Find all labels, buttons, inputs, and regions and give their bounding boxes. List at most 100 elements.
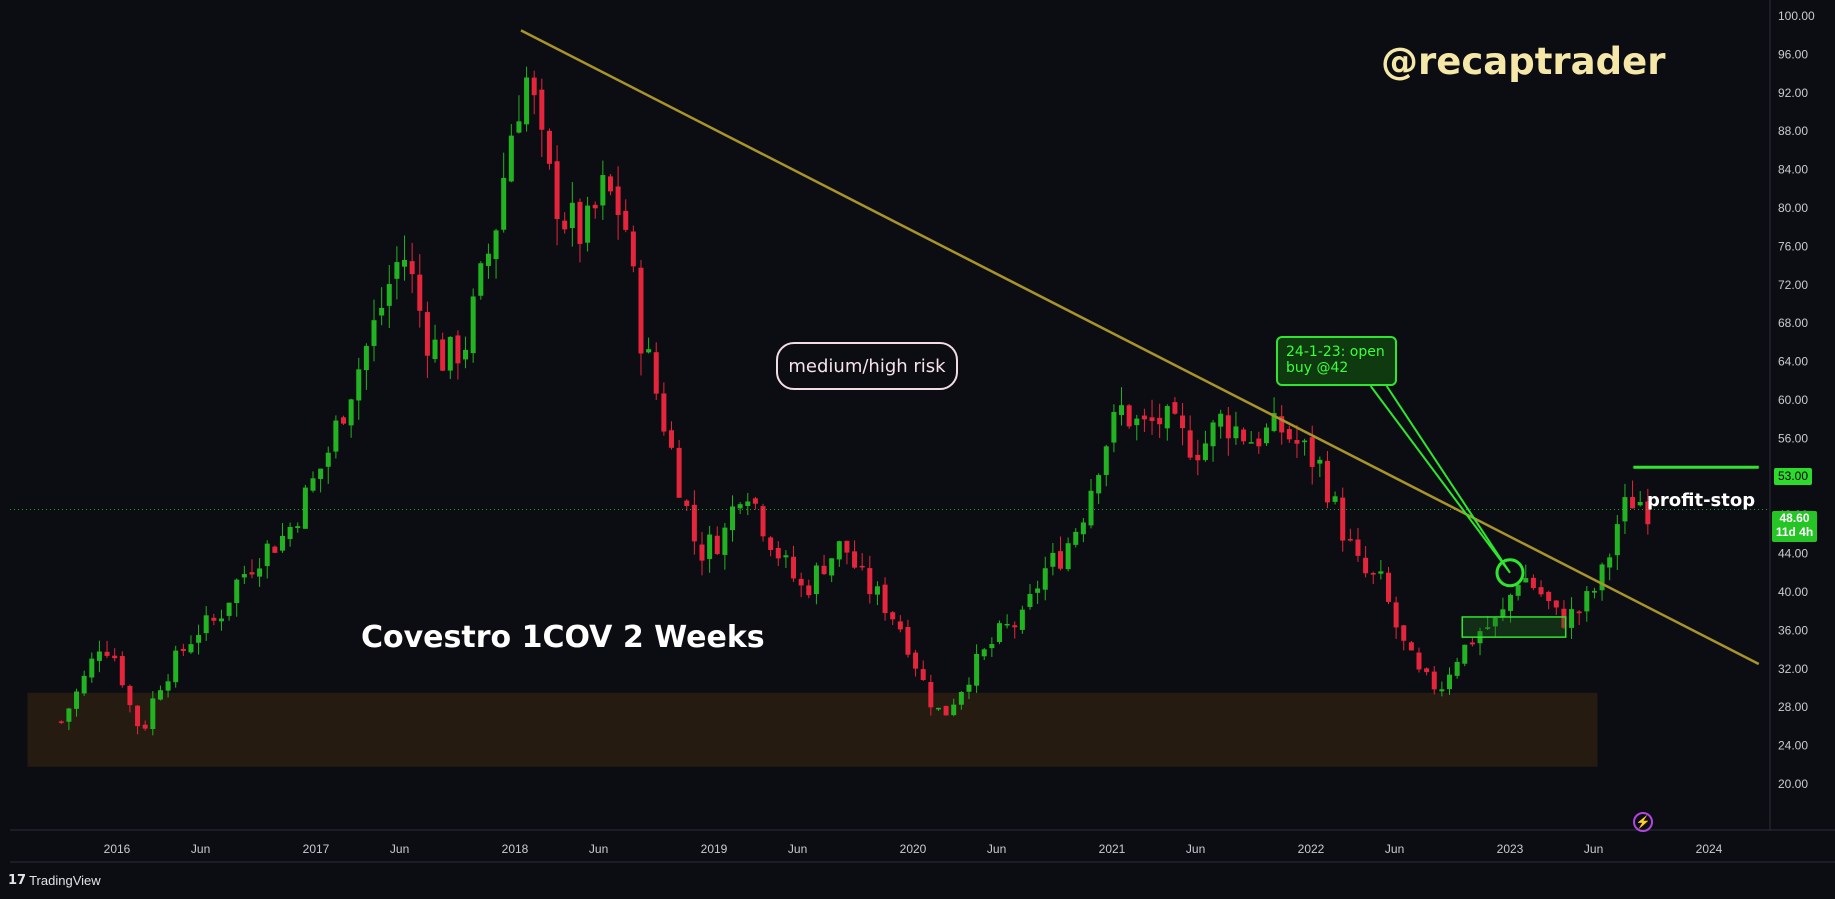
candle-down — [1431, 671, 1437, 690]
candle-down — [890, 612, 896, 620]
y-tick-label: 64.00 — [1778, 355, 1808, 369]
candle-down — [905, 626, 911, 655]
x-tick-label: Jun — [191, 842, 210, 856]
candle-down — [1347, 539, 1353, 541]
x-tick-label: Jun — [1584, 842, 1603, 856]
candle-up — [1065, 543, 1071, 570]
price-axis[interactable]: 100.00 96.00 92.00 88.00 84.00 80.00 76.00 72.0… — [1778, 9, 1815, 791]
candle-down — [607, 176, 613, 192]
candle-down — [760, 506, 766, 537]
candle-up — [1073, 531, 1079, 545]
candle-up — [1027, 594, 1033, 607]
candle-down — [623, 210, 629, 230]
risk-annotation[interactable]: medium/high risk — [776, 342, 958, 390]
lightning-icon[interactable]: ⚡ — [1633, 812, 1653, 832]
candle-up — [585, 205, 591, 243]
candle-down — [1546, 591, 1552, 602]
y-tick-label: 20.00 — [1778, 777, 1808, 791]
candle-down — [897, 621, 903, 630]
candle-up — [318, 468, 324, 479]
candle-down — [913, 652, 919, 669]
candle-up — [935, 707, 941, 710]
candle-down — [104, 651, 110, 656]
candle-down — [119, 656, 125, 686]
candle-up — [1378, 571, 1384, 574]
time-axis[interactable]: 2016 Jun 2017 Jun 2018 Jun 2019 Jun 2020 Jun 2021 J… — [104, 842, 1723, 856]
candle-up — [646, 349, 652, 353]
candle-up — [1248, 442, 1254, 444]
profit-stop-label[interactable]: profit-stop — [1647, 490, 1756, 511]
candle-down — [531, 77, 537, 96]
candle-down — [1256, 438, 1262, 447]
candle-up — [836, 541, 842, 560]
downtrend-line — [520, 29, 1760, 666]
x-tick-label: 2021 — [1099, 842, 1126, 856]
candle-down — [676, 447, 682, 498]
candle-down — [1012, 625, 1018, 628]
candle-down — [455, 335, 461, 364]
candle-down — [638, 267, 644, 354]
candle-up — [173, 650, 179, 683]
candle-up — [569, 202, 575, 229]
y-tick-label: 60.00 — [1778, 393, 1808, 407]
candle-down — [417, 274, 423, 311]
candle-down — [1363, 557, 1369, 574]
candle-up — [1508, 594, 1514, 611]
candle-down — [1424, 668, 1430, 673]
candle-down — [1279, 416, 1285, 433]
candle-down — [1058, 551, 1064, 569]
candle-up — [402, 259, 408, 267]
candle-up — [707, 534, 713, 559]
x-tick-label: Jun — [1385, 842, 1404, 856]
candle-up — [157, 690, 163, 700]
candle-down — [1309, 437, 1315, 467]
candle-up — [1622, 497, 1628, 522]
candle-up — [470, 296, 476, 354]
candle-down — [135, 705, 141, 727]
candle-up — [1271, 413, 1277, 431]
candle-up — [234, 579, 240, 604]
tradingview-logo[interactable]: 17 TradingView — [8, 873, 101, 888]
candle-up — [501, 177, 507, 230]
candle-up — [1462, 644, 1468, 664]
candle-down — [1576, 611, 1582, 614]
y-tick-label: 92.00 — [1778, 86, 1808, 100]
candle-down — [424, 312, 430, 356]
candle-down — [791, 556, 797, 579]
candle-up — [1004, 623, 1010, 626]
candle-up — [81, 675, 87, 694]
candle-down — [409, 261, 415, 275]
candle-up — [1119, 405, 1125, 416]
target-price-tag: 53.00 — [1774, 468, 1812, 485]
candle-up — [1523, 578, 1529, 583]
candle-up — [1599, 564, 1605, 591]
candle-down — [615, 186, 621, 215]
candle-up — [1454, 661, 1460, 676]
candle-up — [1591, 590, 1597, 593]
candle-down — [867, 568, 873, 595]
y-tick-label: 68.00 — [1778, 316, 1808, 330]
y-tick-label: 28.00 — [1778, 700, 1808, 714]
candle-up — [783, 555, 789, 558]
y-tick-label: 88.00 — [1778, 124, 1808, 138]
candle-up — [1035, 588, 1041, 593]
x-tick-label: Jun — [1186, 842, 1205, 856]
tradingview-logo-icon: 17 — [8, 873, 27, 888]
trade-note-annotation[interactable]: 24-1-23: open buy @42 — [1276, 336, 1397, 386]
candle-up — [1614, 524, 1620, 556]
candle-down — [630, 231, 636, 267]
last-price-value: 48.60 — [1779, 511, 1810, 525]
candle-up — [1218, 413, 1224, 427]
candle-up — [241, 574, 247, 578]
candle-up — [1447, 674, 1453, 690]
candle-up — [524, 77, 530, 125]
candle-up — [188, 644, 194, 653]
candle-up — [1210, 422, 1216, 447]
candle-up — [1302, 440, 1308, 443]
candle-up — [493, 230, 499, 260]
candle-down — [1241, 429, 1247, 442]
candle-down — [928, 682, 934, 708]
candle-up — [1584, 591, 1590, 612]
candle-down — [1385, 572, 1391, 602]
